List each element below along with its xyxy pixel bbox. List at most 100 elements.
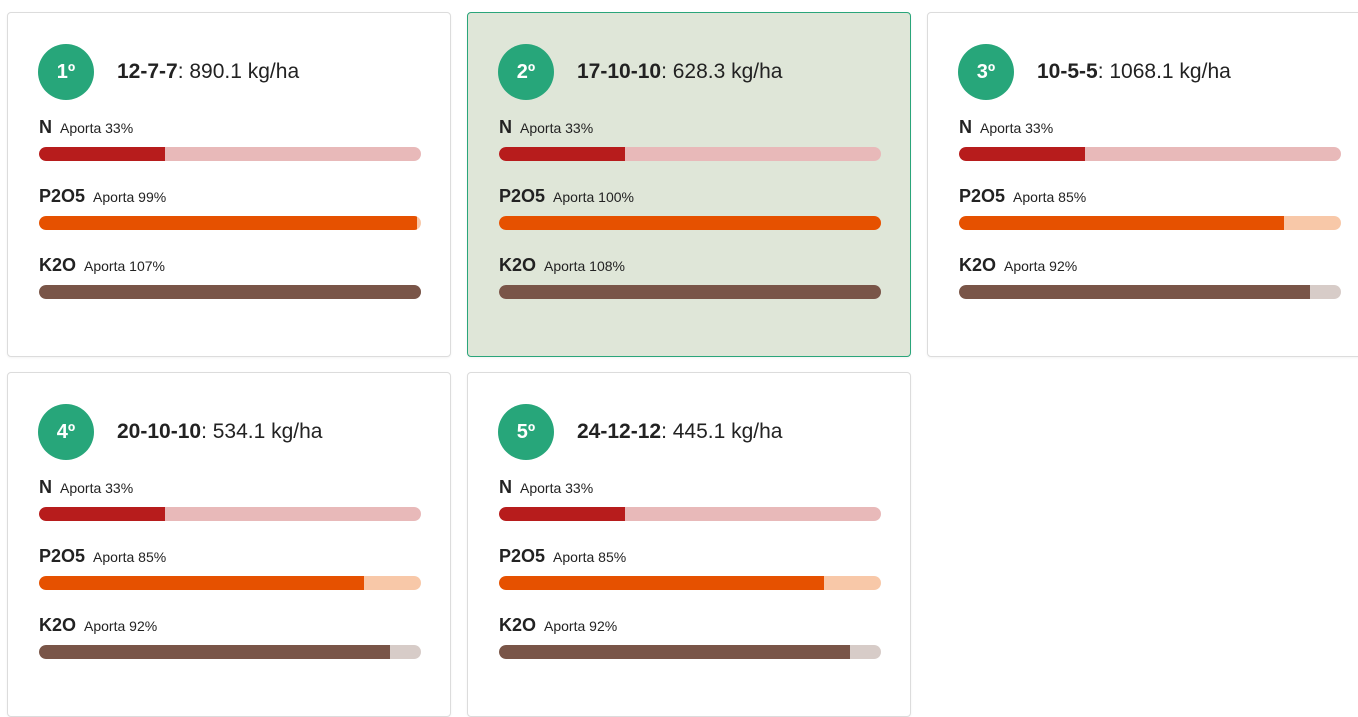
progress-fill <box>499 576 824 590</box>
nutrient-label: Aporta 33% <box>980 120 1054 136</box>
progress-fill <box>39 216 418 230</box>
card-grid: 1º 12-7-7: 890.1 kg/ha N Aporta 33% P2O5 Apor… <box>7 12 1358 717</box>
progress-fill <box>499 147 626 161</box>
progress-fill <box>499 216 881 230</box>
nutrient-label: Aporta 99% <box>93 189 167 205</box>
application-rate: : 534.1 kg/ha <box>201 420 323 443</box>
progress-fill <box>39 576 364 590</box>
nutrient-label: Aporta 107% <box>84 258 165 274</box>
nutrient-label: Aporta 92% <box>1004 258 1078 274</box>
nutrient-header: K2O Aporta 107% <box>39 255 421 279</box>
nutrient-header: P2O5 Aporta 85% <box>499 546 881 570</box>
nutrient-name: N <box>959 117 972 137</box>
option-card[interactable]: 3º 10-5-5: 1068.1 kg/ha N Aporta 33% P2O5 Apo… <box>927 12 1358 357</box>
rank-badge: 5º <box>498 404 554 460</box>
nutrient-row: K2O Aporta 92% <box>39 615 421 659</box>
nutrient-label: Aporta 85% <box>93 549 167 565</box>
nutrient-header: P2O5 Aporta 85% <box>39 546 421 570</box>
card-title: 17-10-10: 628.3 kg/ha <box>577 57 783 87</box>
progress-track <box>959 285 1341 299</box>
nutrient-row: N Aporta 33% <box>39 477 421 521</box>
option-card[interactable]: 2º 17-10-10: 628.3 kg/ha N Aporta 33% P2O5 Ap… <box>467 12 911 357</box>
progress-track <box>959 216 1341 230</box>
progress-fill <box>499 507 626 521</box>
formula-name: 17-10-10 <box>577 60 662 83</box>
card-title: 24-12-12: 445.1 kg/ha <box>577 417 783 447</box>
nutrient-row: P2O5 Aporta 85% <box>499 546 881 590</box>
option-card[interactable]: 1º 12-7-7: 890.1 kg/ha N Aporta 33% P2O5 Apor… <box>7 12 451 357</box>
nutrient-row: N Aporta 33% <box>499 477 881 521</box>
application-rate: : 628.3 kg/ha <box>661 60 783 83</box>
formula-name: 10-5-5 <box>1037 60 1098 83</box>
formula-name: 12-7-7 <box>117 60 178 83</box>
progress-track <box>39 576 421 590</box>
nutrient-row: N Aporta 33% <box>499 117 881 161</box>
progress-fill <box>959 216 1284 230</box>
nutrient-label: Aporta 85% <box>553 549 627 565</box>
nutrient-header: N Aporta 33% <box>39 477 421 501</box>
application-rate: : 445.1 kg/ha <box>661 420 783 443</box>
nutrient-label: Aporta 33% <box>520 480 594 496</box>
application-rate: : 1068.1 kg/ha <box>1097 60 1231 83</box>
nutrient-name: N <box>499 477 512 497</box>
nutrient-header: P2O5 Aporta 85% <box>959 186 1341 210</box>
nutrient-label: Aporta 33% <box>520 120 594 136</box>
nutrient-label: Aporta 92% <box>544 618 618 634</box>
progress-track <box>39 645 421 659</box>
nutrient-header: K2O Aporta 92% <box>959 255 1341 279</box>
progress-fill <box>959 285 1311 299</box>
nutrient-label: Aporta 92% <box>84 618 158 634</box>
nutrient-header: N Aporta 33% <box>499 117 881 141</box>
option-card[interactable]: 5º 24-12-12: 445.1 kg/ha N Aporta 33% P2O5 Ap… <box>467 372 911 717</box>
rank-badge: 1º <box>38 44 94 100</box>
nutrient-name: P2O5 <box>39 186 86 206</box>
progress-track <box>39 285 421 299</box>
rank-badge: 2º <box>498 44 554 100</box>
nutrient-row: N Aporta 33% <box>39 117 421 161</box>
nutrient-label: Aporta 100% <box>553 189 634 205</box>
progress-fill <box>39 147 166 161</box>
nutrient-label: Aporta 33% <box>60 480 134 496</box>
progress-fill <box>39 507 166 521</box>
progress-track <box>499 147 881 161</box>
formula-name: 24-12-12 <box>577 420 662 443</box>
nutrient-name: N <box>499 117 512 137</box>
nutrient-row: P2O5 Aporta 85% <box>959 186 1341 230</box>
nutrient-label: Aporta 33% <box>60 120 134 136</box>
nutrient-name: N <box>39 117 52 137</box>
nutrient-name: P2O5 <box>959 186 1006 206</box>
progress-track <box>959 147 1341 161</box>
card-title: 10-5-5: 1068.1 kg/ha <box>1037 57 1231 87</box>
nutrient-name: P2O5 <box>499 546 546 566</box>
nutrient-header: K2O Aporta 92% <box>499 615 881 639</box>
application-rate: : 890.1 kg/ha <box>177 60 300 83</box>
progress-track <box>39 216 421 230</box>
nutrient-row: N Aporta 33% <box>959 117 1341 161</box>
progress-fill <box>499 645 851 659</box>
progress-track <box>39 507 421 521</box>
nutrient-row: K2O Aporta 92% <box>959 255 1341 299</box>
nutrient-name: K2O <box>39 615 77 635</box>
option-card[interactable]: 4º 20-10-10: 534.1 kg/ha N Aporta 33% P2O5 Ap… <box>7 372 451 717</box>
progress-fill <box>39 645 391 659</box>
nutrient-header: K2O Aporta 108% <box>499 255 881 279</box>
nutrient-row: K2O Aporta 92% <box>499 615 881 659</box>
progress-track <box>499 216 881 230</box>
nutrient-header: N Aporta 33% <box>499 477 881 501</box>
nutrient-name: N <box>39 477 52 497</box>
progress-track <box>499 576 881 590</box>
nutrient-name: K2O <box>499 255 537 275</box>
nutrient-label: Aporta 85% <box>1013 189 1087 205</box>
nutrient-name: P2O5 <box>499 186 546 206</box>
progress-track <box>499 285 881 299</box>
nutrient-row: K2O Aporta 108% <box>499 255 881 299</box>
nutrient-name: K2O <box>959 255 997 275</box>
progress-fill <box>959 147 1086 161</box>
nutrient-row: P2O5 Aporta 85% <box>39 546 421 590</box>
nutrient-row: P2O5 Aporta 100% <box>499 186 881 230</box>
progress-fill <box>499 285 881 299</box>
card-title: 12-7-7: 890.1 kg/ha <box>117 57 299 87</box>
nutrient-name: P2O5 <box>39 546 86 566</box>
formula-name: 20-10-10 <box>117 420 202 443</box>
progress-track <box>499 507 881 521</box>
